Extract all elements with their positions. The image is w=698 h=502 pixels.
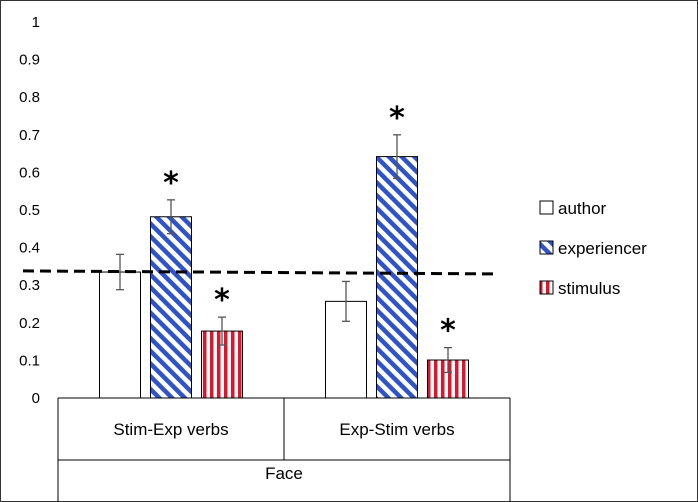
- y-tick-label: 1: [32, 14, 40, 31]
- y-tick-label: 0.7: [19, 127, 40, 144]
- y-tick-label: 0.2: [19, 315, 40, 332]
- bar-experiencer: [150, 216, 192, 399]
- bar-stimulus: [427, 359, 469, 399]
- bar-experiencer: [376, 156, 418, 399]
- significance-marker: *: [214, 283, 230, 318]
- legend-label: experiencer: [558, 239, 647, 258]
- bar-author: [99, 271, 141, 399]
- y-tick-label: 0: [32, 390, 40, 407]
- legend-swatch: [539, 200, 554, 215]
- x-axis-title: Face: [265, 464, 303, 483]
- legend-label: stimulus: [558, 279, 620, 298]
- y-tick-label: 0.4: [19, 240, 40, 257]
- significance-marker: *: [163, 166, 179, 201]
- y-tick-label: 0.1: [19, 352, 40, 369]
- legend-label: author: [558, 199, 607, 218]
- significance-marker: *: [389, 101, 405, 136]
- y-tick-label: 0.8: [19, 89, 40, 106]
- reference-line: [22, 269, 498, 276]
- y-tick-label: 0.5: [19, 202, 40, 219]
- x-category-label: Stim-Exp verbs: [113, 420, 228, 439]
- y-tick-label: 0.9: [19, 52, 40, 69]
- legend-swatch: [539, 280, 554, 295]
- legend-swatch: [539, 240, 554, 255]
- y-tick-label: 0.3: [19, 277, 40, 294]
- x-category-label: Exp-Stim verbs: [339, 420, 454, 439]
- y-tick-label: 0.6: [19, 164, 40, 181]
- significance-marker: *: [440, 314, 456, 349]
